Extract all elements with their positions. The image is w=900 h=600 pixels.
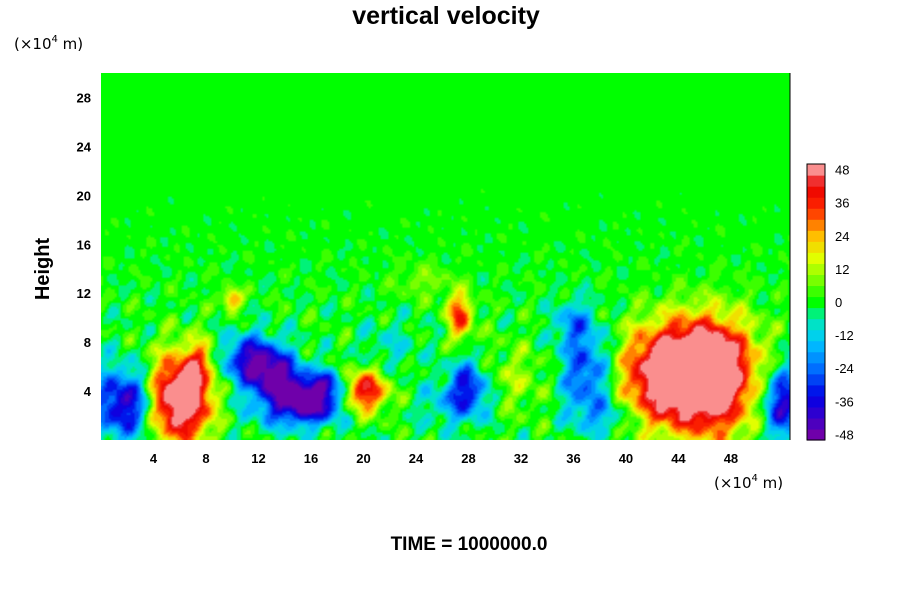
colorbar-segment bbox=[807, 175, 825, 187]
colorbar-tick-label: 24 bbox=[835, 229, 849, 244]
y-tick-label: 8 bbox=[84, 335, 91, 350]
colorbar-segment bbox=[807, 263, 825, 275]
colorbar-segment bbox=[807, 219, 825, 231]
x-tick-label: 8 bbox=[202, 451, 209, 466]
time-label: TIME = 1000000.0 bbox=[391, 534, 548, 555]
x-tick-label: 28 bbox=[461, 451, 475, 466]
colorbar-segment bbox=[807, 417, 825, 430]
colorbar-segment bbox=[807, 340, 825, 353]
colorbar-tick-label: 0 bbox=[835, 295, 842, 310]
colorbar-tick-label: 48 bbox=[835, 163, 849, 178]
colorbar-tick-label: 36 bbox=[835, 196, 849, 211]
colorbar-segment bbox=[807, 208, 825, 220]
y-axis-ticks: 4 8 12 16 20 24 28 bbox=[77, 90, 92, 399]
colorbar-segment bbox=[807, 197, 825, 209]
colorbar-segment bbox=[807, 307, 825, 320]
colorbar-tick-label: -12 bbox=[835, 328, 854, 343]
colorbar-segment bbox=[807, 329, 825, 342]
y-tick-label: 28 bbox=[77, 90, 91, 105]
colorbar-tick-label: -48 bbox=[835, 427, 854, 442]
x-tick-label: 40 bbox=[619, 451, 633, 466]
heatmap-image bbox=[101, 73, 790, 440]
colorbar-segment bbox=[807, 296, 825, 309]
colorbar-segment bbox=[807, 230, 825, 242]
y-tick-label: 12 bbox=[77, 286, 91, 301]
colorbar-segment bbox=[807, 252, 825, 264]
colorbar-tick-label: -36 bbox=[835, 394, 854, 409]
colorbar-segment bbox=[807, 428, 825, 441]
colorbar-segment bbox=[807, 285, 825, 298]
x-tick-label: 24 bbox=[409, 451, 424, 466]
colorbar-segment bbox=[807, 362, 825, 375]
x-axis-unit-label: (×104 m) bbox=[714, 473, 783, 492]
colorbar-ticks: 48 36 24 12 0 -12 -24 -36 -48 bbox=[835, 163, 854, 443]
colorbar-outline bbox=[806, 163, 826, 441]
x-tick-label: 48 bbox=[724, 451, 738, 466]
x-tick-label: 16 bbox=[304, 451, 318, 466]
y-tick-label: 16 bbox=[77, 237, 91, 252]
colorbar-segment bbox=[807, 274, 825, 287]
colorbar-segment bbox=[807, 351, 825, 364]
heatmap-field bbox=[101, 73, 790, 440]
y-tick-label: 4 bbox=[84, 384, 92, 399]
x-tick-label: 32 bbox=[514, 451, 528, 466]
y-axis-unit-label: (×104 m) bbox=[14, 34, 83, 53]
colorbar-segment bbox=[807, 241, 825, 253]
x-tick-label: 20 bbox=[356, 451, 370, 466]
colorbar-tick-label: 12 bbox=[835, 262, 849, 277]
y-tick-label: 24 bbox=[77, 139, 92, 154]
colorbar-segment bbox=[807, 373, 825, 386]
y-axis-label: Height bbox=[32, 238, 54, 301]
colorbar-tick-label: -24 bbox=[835, 361, 854, 376]
colorbar-segment bbox=[807, 395, 825, 408]
colorbar-segment bbox=[807, 406, 825, 419]
x-tick-label: 36 bbox=[566, 451, 580, 466]
colorbar-segment bbox=[807, 164, 825, 176]
x-tick-label: 12 bbox=[251, 451, 265, 466]
colorbar bbox=[806, 163, 826, 441]
y-tick-label: 20 bbox=[77, 188, 91, 203]
x-tick-label: 4 bbox=[150, 451, 158, 466]
colorbar-segment bbox=[807, 318, 825, 331]
x-tick-label: 44 bbox=[671, 451, 686, 466]
chart-title: vertical velocity bbox=[352, 2, 540, 30]
colorbar-segment bbox=[807, 384, 825, 397]
x-axis-ticks: 4 8 12 16 20 24 28 32 36 40 44 48 bbox=[150, 451, 738, 466]
colorbar-segment bbox=[807, 186, 825, 198]
